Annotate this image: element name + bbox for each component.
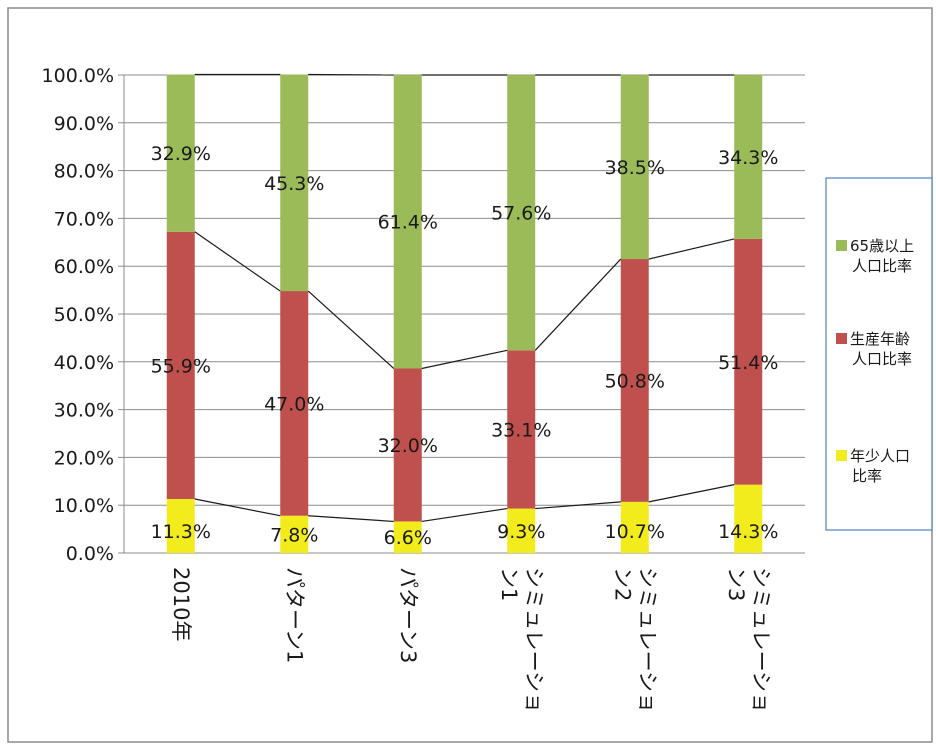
data-label: 14.3% (718, 521, 778, 543)
data-label: 57.6% (491, 203, 551, 225)
bar-segment (620, 75, 649, 260)
category-label-text: パターン1 (282, 567, 306, 663)
y-tick-label: 60.0% (54, 256, 114, 278)
category-label: パターン3 (396, 567, 420, 663)
bar-segment (620, 259, 649, 502)
bar-segment (507, 75, 536, 351)
series-line (648, 484, 735, 503)
bar-segment (280, 291, 309, 516)
legend-label: 年少人口 (850, 447, 910, 465)
category-label: ン1 (497, 567, 521, 601)
data-label: 47.0% (264, 393, 324, 415)
data-label: 50.8% (605, 370, 665, 392)
bar-segment (280, 515, 309, 553)
legend-swatch (836, 333, 847, 344)
y-tick-label: 70.0% (54, 208, 114, 230)
bar-segment (620, 501, 649, 553)
data-label: 33.1% (491, 419, 551, 441)
legend-swatch (836, 240, 847, 251)
series-line (308, 515, 394, 523)
category-label-text: 2010年 (169, 567, 193, 641)
series-line (535, 501, 621, 510)
data-labels: 11.3% 55.9% 32.9% 7.8% 47.0% 45.3% 6.6% 32.0% 61… (151, 143, 779, 549)
data-label: 32.0% (378, 435, 438, 457)
category-label-text: ン2 (610, 567, 634, 601)
category-label: シミュレーショ (749, 567, 773, 713)
legend-label: 65歳以上 (850, 237, 914, 255)
data-label: 9.3% (497, 521, 545, 543)
series-line (648, 238, 735, 260)
series-lines (194, 73, 735, 523)
category-label: シミュレーショ (635, 567, 659, 713)
data-label: 7.8% (270, 524, 318, 546)
category-label-text: シミュレーショ (522, 567, 546, 713)
category-label: ン2 (610, 567, 634, 601)
category-label-text: ン3 (724, 567, 748, 601)
y-tick-label: 90.0% (54, 113, 114, 135)
legend-swatch (836, 450, 847, 461)
legend-label: 比率 (852, 467, 882, 485)
data-label: 61.4% (378, 212, 438, 234)
data-label: 11.3% (151, 521, 211, 543)
legend-label: 人口比率 (852, 257, 912, 275)
category-label-text: ン1 (497, 567, 521, 601)
data-label: 10.7% (605, 521, 665, 543)
bar-segment (393, 75, 422, 369)
series-line (194, 498, 281, 517)
data-label: 6.6% (384, 527, 432, 549)
data-label: 38.5% (605, 157, 665, 179)
category-label: 2010年 (169, 567, 193, 641)
y-tick-label: 80.0% (54, 161, 114, 183)
category-label: ン3 (724, 567, 748, 601)
category-label: パターン1 (282, 567, 306, 663)
legend-label: 人口比率 (852, 350, 912, 368)
bar-segment (280, 74, 309, 292)
bars (166, 74, 763, 553)
bar-segment (166, 74, 195, 232)
bar-segment (507, 350, 536, 509)
y-tick-label: 10.0% (54, 495, 114, 517)
bar-segment (166, 498, 195, 553)
category-label-text: パターン3 (396, 567, 420, 663)
legend-box (825, 177, 933, 531)
category-label: シミュレーショ (522, 567, 546, 713)
series-line (534, 258, 622, 351)
bar-segment (393, 521, 422, 553)
data-label: 51.4% (718, 352, 778, 374)
bar-segment (734, 484, 763, 553)
bar-segment (734, 75, 763, 239)
y-tick-label: 50.0% (54, 304, 114, 326)
legend-label: 生産年齢 (850, 330, 910, 348)
y-tick-label: 100.0% (42, 65, 114, 87)
y-tick-label: 30.0% (54, 400, 114, 422)
series-line (421, 507, 508, 523)
series-line (307, 290, 395, 369)
bar-segment (734, 238, 763, 485)
data-label: 32.9% (151, 143, 211, 165)
data-label: 55.9% (151, 355, 211, 377)
y-tick-label: 40.0% (54, 352, 114, 374)
category-label-text: シミュレーショ (749, 567, 773, 713)
y-axis: 0.0% 10.0% 20.0% 30.0% 40.0% 50.0% 60.0% 70.0% 8… (42, 65, 805, 565)
bar-segment (507, 508, 536, 553)
bar-segment (166, 231, 195, 499)
data-label: 45.3% (264, 173, 324, 195)
bar-segment (393, 368, 422, 522)
series-line (421, 349, 508, 370)
chart-border (7, 7, 933, 743)
category-label-text: シミュレーショ (635, 567, 659, 713)
data-label: 34.3% (718, 147, 778, 169)
series-line (194, 231, 281, 292)
y-tick-label: 0.0% (66, 543, 114, 565)
y-tick-label: 20.0% (54, 447, 114, 469)
